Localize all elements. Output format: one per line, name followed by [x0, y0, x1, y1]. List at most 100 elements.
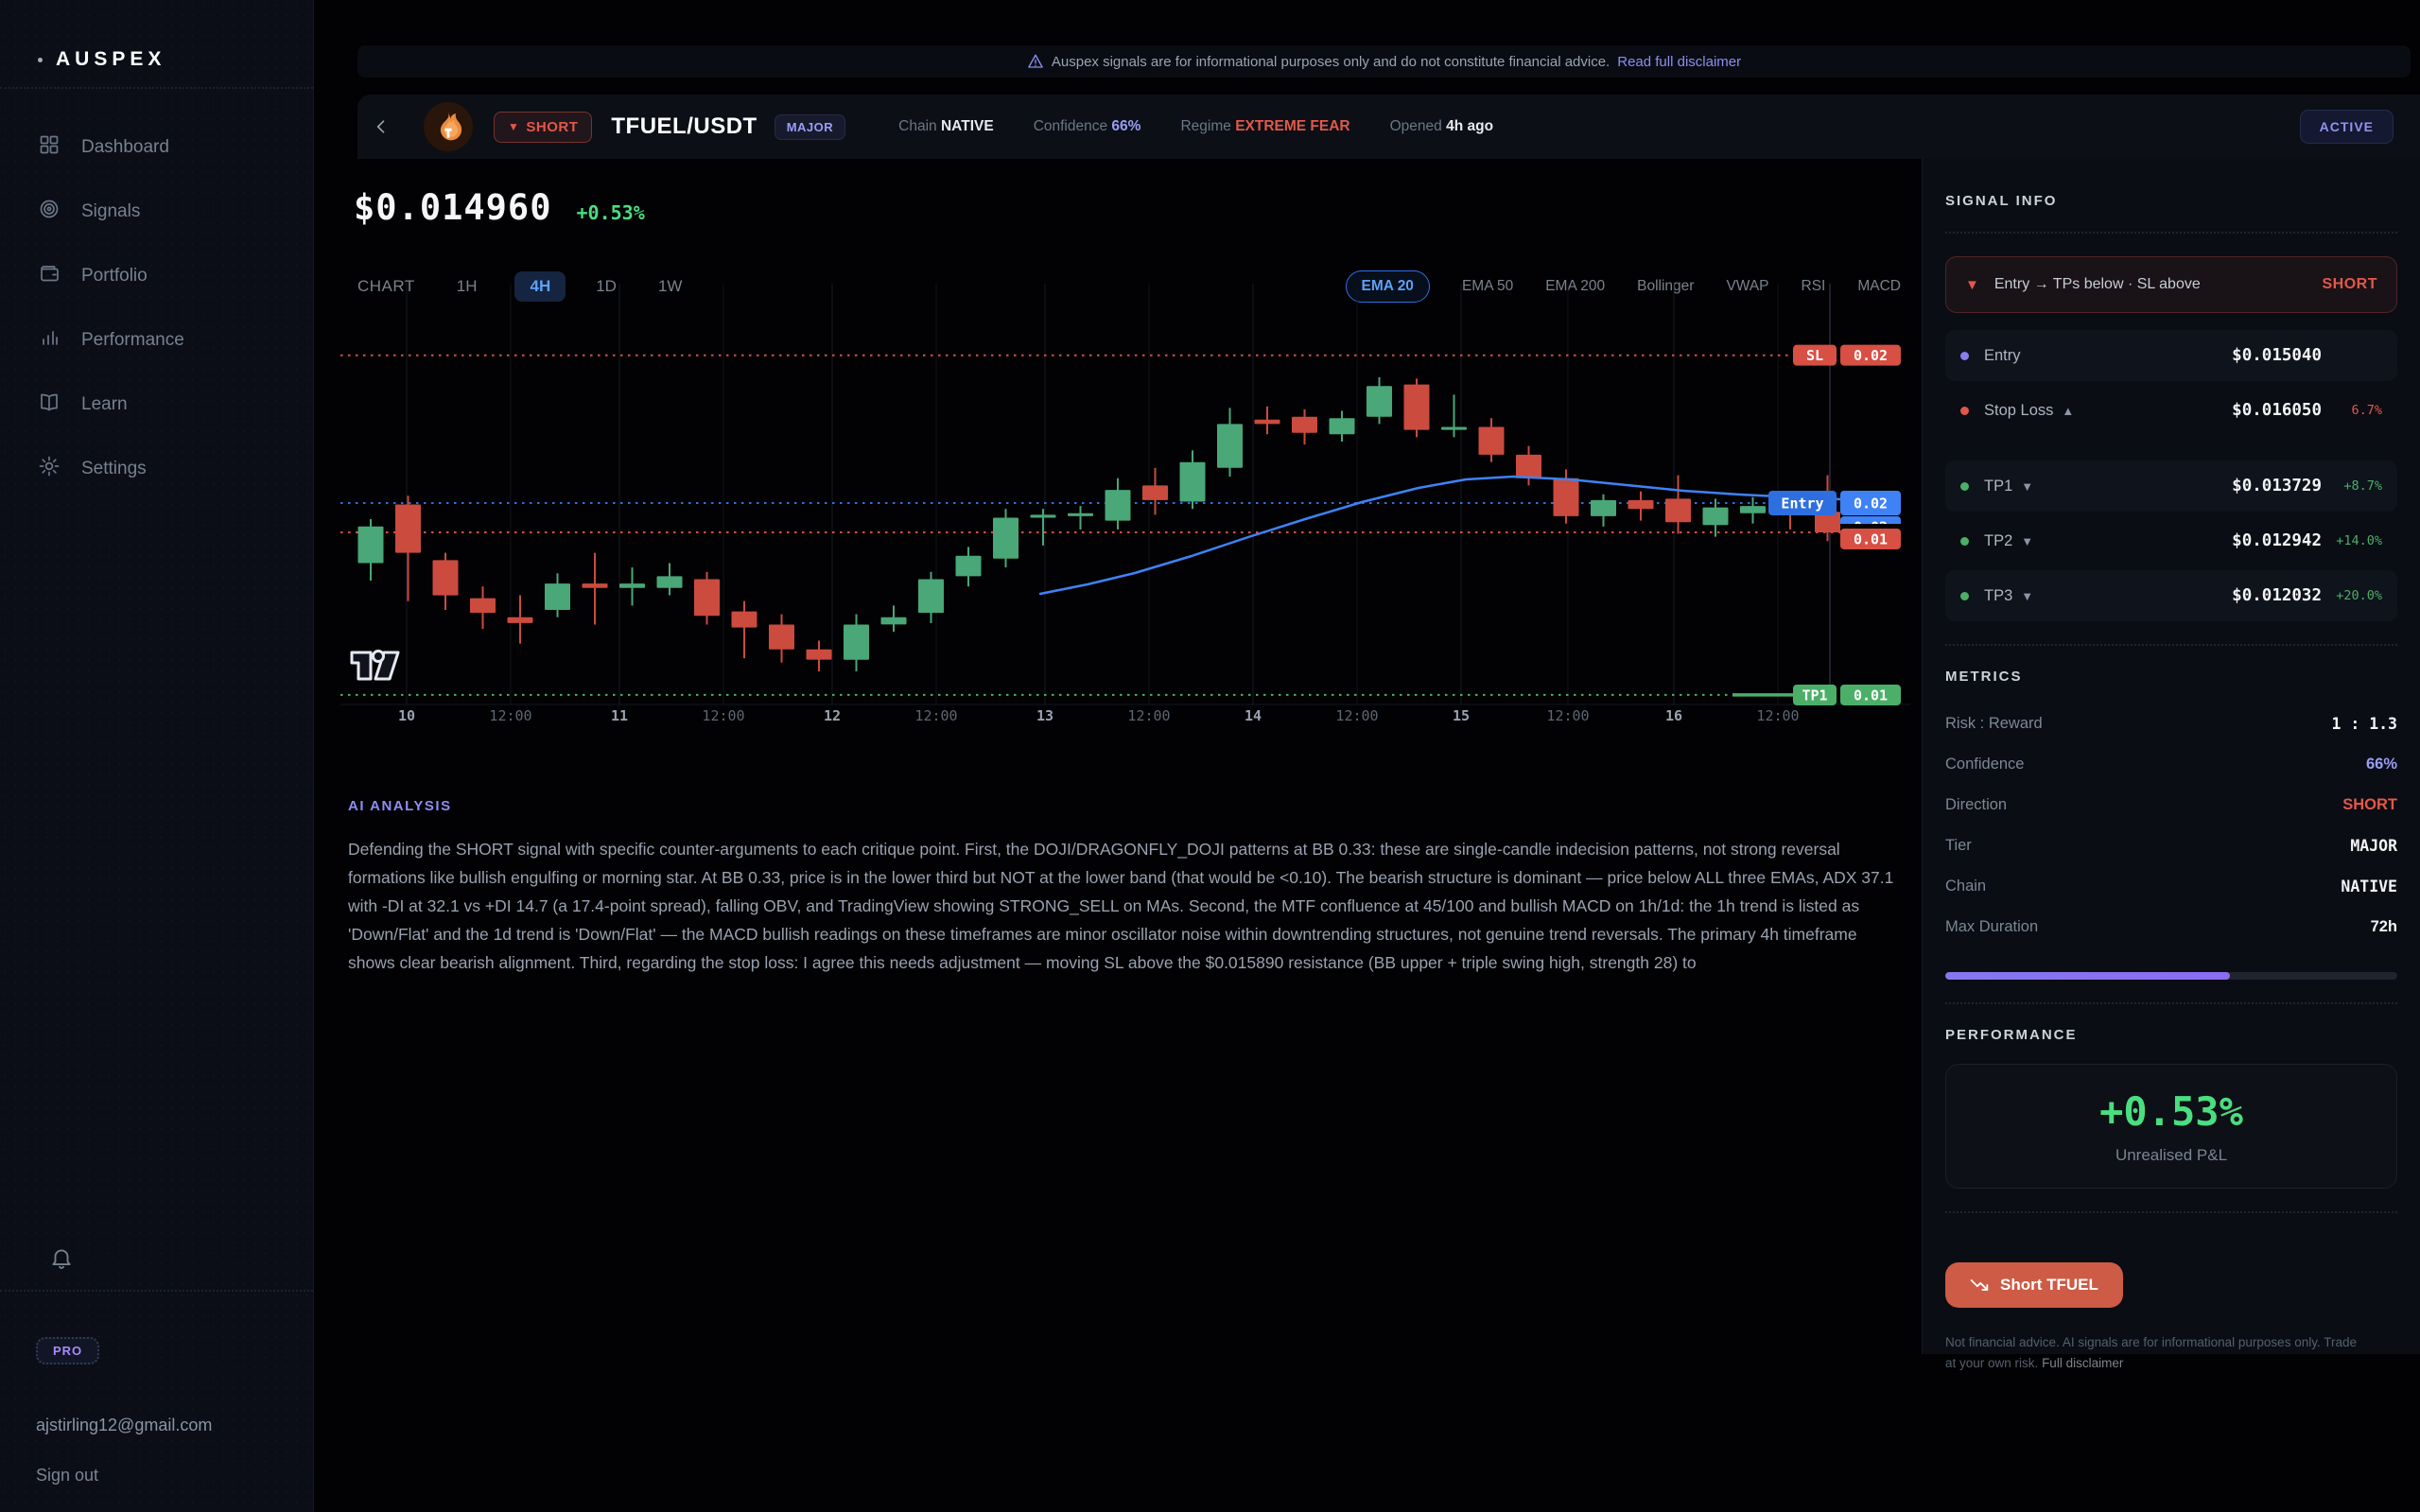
timeframe-tab-1w[interactable]: 1W [657, 277, 683, 295]
sidebar-item-signals[interactable]: Signals [0, 180, 313, 244]
metric-row-max-duration: Max Duration 72h [1945, 907, 2397, 947]
indicator-toggles: EMA 20 EMA 50 EMA 200 Bollinger VWAP RSI MACD [1345, 270, 1901, 303]
candle [1403, 384, 1430, 430]
level-label: Entry [1984, 346, 2021, 364]
brand-name: AUSPEX [56, 48, 166, 70]
chart-toolbar: CHART 1H 4H 1D 1W EMA 20 EMA 50 EMA 200 Bollin… [354, 270, 1901, 303]
candle [993, 517, 1018, 559]
sidebar-item-label: Learn [81, 394, 128, 414]
level-row-tp1: TP1 ▼ $0.013729 +8.7% [1945, 461, 2397, 512]
price-badge: 0.02 [1840, 491, 1901, 515]
indicator-macd[interactable]: MACD [1857, 278, 1901, 294]
x-axis-label: 14 [1245, 707, 1262, 724]
sidebar-item-label: Performance [81, 330, 184, 350]
unrealised-pnl-value: +0.53% [2099, 1087, 2243, 1135]
flame-icon [440, 112, 462, 141]
candle [357, 526, 384, 564]
candle [1367, 386, 1392, 417]
green-dot-icon [1960, 481, 1969, 491]
timeframe-tab-1h[interactable]: 1H [456, 277, 478, 295]
chain-meta: Chain NATIVE [898, 118, 994, 134]
price-badge: TP1 [1793, 684, 1837, 705]
timeframe-tab-4h[interactable]: 4H [514, 271, 566, 302]
metric-row-risk-reward: Risk : Reward 1 : 1.3 [1945, 704, 2397, 744]
candle [1441, 426, 1467, 430]
price-badge: Entry [1768, 491, 1837, 515]
x-axis-label: 12:00 [914, 707, 957, 724]
sign-out-button[interactable]: Sign out [36, 1466, 99, 1485]
candle [1740, 506, 1766, 513]
indicator-vwap[interactable]: VWAP [1726, 278, 1769, 294]
svg-text:0.02: 0.02 [1854, 495, 1888, 512]
sidebar-item-settings[interactable]: Settings [0, 437, 313, 501]
gear-icon [38, 455, 61, 483]
level-label: TP3 [1984, 586, 2013, 604]
metric-value: 66% [2365, 756, 2397, 773]
tfuel-token-logo [424, 102, 473, 151]
metric-label: Confidence [1945, 756, 2025, 773]
price-badge: 0.01 [1840, 528, 1901, 549]
sidebar-item-label: Dashboard [81, 137, 169, 157]
level-price: $0.015040 [2232, 346, 2322, 365]
price-badge: 0.01 [1840, 684, 1901, 705]
confidence-meta: Confidence 66% [1033, 118, 1141, 134]
panel-disclaimer: Not financial advice. AI signals are for… [1945, 1335, 2357, 1370]
direction-badge-label: SHORT [526, 118, 579, 135]
candle [545, 583, 570, 610]
notifications-button[interactable] [0, 1245, 313, 1290]
performance-card: +0.53% Unrealised P&L [1945, 1064, 2397, 1189]
candle [1591, 499, 1616, 516]
top-disclaimer-bar: Auspex signals are for informational pur… [357, 45, 2411, 78]
signal-info-panel: SIGNAL INFO ▼ Entry → TPs below · SL abo… [1922, 159, 2420, 1370]
tab-chart[interactable]: CHART [357, 277, 415, 295]
regime-meta: Regime EXTREME FEAR [1180, 118, 1350, 134]
sidebar-item-dashboard[interactable]: Dashboard [0, 115, 313, 180]
metrics-title: METRICS [1945, 669, 2023, 685]
indicator-ema-20[interactable]: EMA 20 [1345, 270, 1430, 303]
up-triangle-icon: ▲ [2062, 403, 2075, 418]
indicator-ema-50[interactable]: EMA 50 [1461, 278, 1514, 294]
sidebar-item-performance[interactable]: Performance [0, 308, 313, 373]
timeframe-tab-1d[interactable]: 1D [596, 277, 617, 295]
metric-label: Risk : Reward [1945, 715, 2043, 732]
pro-badge: PRO [36, 1337, 100, 1364]
x-axis-label: 10 [398, 707, 415, 724]
indicator-rsi[interactable]: RSI [1801, 278, 1826, 294]
read-disclaimer-link[interactable]: Read full disclaimer [1617, 53, 1742, 70]
level-price: $0.016050 [2232, 401, 2322, 420]
full-disclaimer-link[interactable]: Full disclaimer [2042, 1356, 2124, 1370]
candle [619, 583, 645, 588]
level-label: Stop Loss [1984, 401, 2054, 419]
sidebar-item-learn[interactable]: Learn [0, 373, 313, 437]
green-dot-icon [1960, 536, 1969, 546]
sidebar-item-portfolio[interactable]: Portfolio [0, 244, 313, 308]
short-tfuel-button[interactable]: Short TFUEL [1945, 1262, 2123, 1308]
metric-label: Chain [1945, 878, 1987, 895]
indicator-ema-200[interactable]: EMA 200 [1545, 278, 1606, 294]
unrealised-pnl-label: Unrealised P&L [2115, 1145, 2228, 1164]
metric-value: MAJOR [2350, 837, 2397, 855]
trending-down-icon [1970, 1279, 1989, 1291]
tradingview-logo-icon [350, 650, 400, 681]
sidebar-item-label: Portfolio [81, 266, 148, 286]
down-triangle-icon: ▼ [2021, 533, 2034, 548]
divider [1945, 232, 2397, 234]
x-axis-label: 15 [1453, 707, 1470, 724]
indicator-bollinger[interactable]: Bollinger [1637, 278, 1695, 294]
candle [769, 624, 794, 650]
direction-banner-side: SHORT [2322, 276, 2377, 292]
level-row-tp3: TP3 ▼ $0.012032 +20.0% [1945, 570, 2397, 621]
candlestick-chart[interactable]: SL 0.02 Entry 0.02 0.02 0.01 TP1 0.01 10 12:00 11 1… [340, 284, 1910, 728]
divider [1945, 1211, 2397, 1213]
x-axis-label: 16 [1665, 707, 1682, 724]
level-price: $0.012942 [2232, 531, 2322, 550]
signal-info-title: SIGNAL INFO [1945, 193, 2058, 209]
candle [1478, 426, 1505, 455]
level-row-tp2: TP2 ▼ $0.012942 +14.0% [1945, 515, 2397, 566]
level-row-entry: Entry $0.015040 [1945, 330, 2397, 381]
candle [1030, 514, 1056, 518]
candle [1292, 416, 1317, 433]
svg-text:0.01: 0.01 [1854, 530, 1888, 547]
back-button[interactable] [365, 111, 397, 143]
